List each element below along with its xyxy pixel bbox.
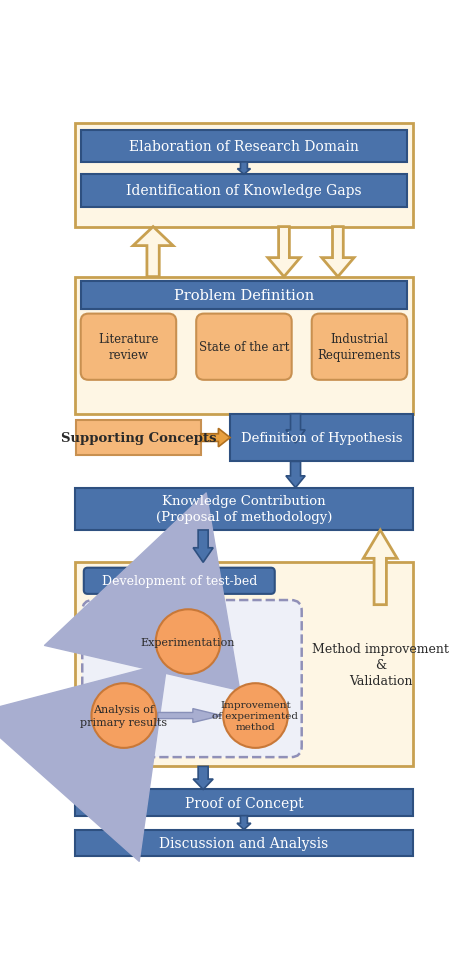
Text: Industrial
Requirements: Industrial Requirements <box>317 333 401 362</box>
Text: Definition of Hypothesis: Definition of Hypothesis <box>241 431 403 445</box>
FancyBboxPatch shape <box>82 600 302 757</box>
Bar <box>81 175 407 207</box>
FancyBboxPatch shape <box>312 314 407 380</box>
Bar <box>75 562 413 767</box>
Polygon shape <box>286 415 305 443</box>
Bar <box>75 123 413 227</box>
Polygon shape <box>158 709 222 723</box>
Bar <box>81 130 407 162</box>
Text: Method improvement
&
Validation: Method improvement & Validation <box>312 643 449 688</box>
Text: Analysis of
primary results: Analysis of primary results <box>80 704 168 727</box>
Text: Improvement
of experimented
method: Improvement of experimented method <box>212 700 298 732</box>
Bar <box>75 789 413 816</box>
Polygon shape <box>193 530 213 562</box>
Text: Problem Definition: Problem Definition <box>174 289 314 303</box>
FancyBboxPatch shape <box>84 568 275 595</box>
Bar <box>230 415 413 462</box>
Circle shape <box>223 684 288 748</box>
Bar <box>75 829 413 856</box>
Text: Elaboration of Research Domain: Elaboration of Research Domain <box>129 140 359 154</box>
Polygon shape <box>238 162 250 175</box>
Circle shape <box>156 609 220 674</box>
Bar <box>76 421 201 456</box>
Polygon shape <box>268 227 300 278</box>
FancyBboxPatch shape <box>81 314 176 380</box>
FancyBboxPatch shape <box>196 314 292 380</box>
Polygon shape <box>363 530 397 605</box>
Polygon shape <box>201 429 230 447</box>
Text: Literature
review: Literature review <box>98 333 159 362</box>
Text: Knowledge Contribution
(Proposal of methodology): Knowledge Contribution (Proposal of meth… <box>156 495 332 524</box>
Bar <box>75 488 413 530</box>
Circle shape <box>91 684 156 748</box>
Text: Supporting Concepts: Supporting Concepts <box>61 431 216 445</box>
Text: Identification of Knowledge Gaps: Identification of Knowledge Gaps <box>126 184 362 199</box>
Bar <box>75 278 413 415</box>
Polygon shape <box>286 462 305 488</box>
Polygon shape <box>322 227 354 278</box>
Polygon shape <box>193 767 213 789</box>
Text: Experimentation: Experimentation <box>141 637 235 647</box>
Text: Proof of Concept: Proof of Concept <box>185 796 303 810</box>
Polygon shape <box>133 227 173 278</box>
Text: Development of test-bed: Development of test-bed <box>101 575 257 588</box>
Polygon shape <box>237 816 251 829</box>
Text: State of the art: State of the art <box>199 341 289 354</box>
Text: Discussion and Analysis: Discussion and Analysis <box>159 836 328 850</box>
Bar <box>81 282 407 310</box>
